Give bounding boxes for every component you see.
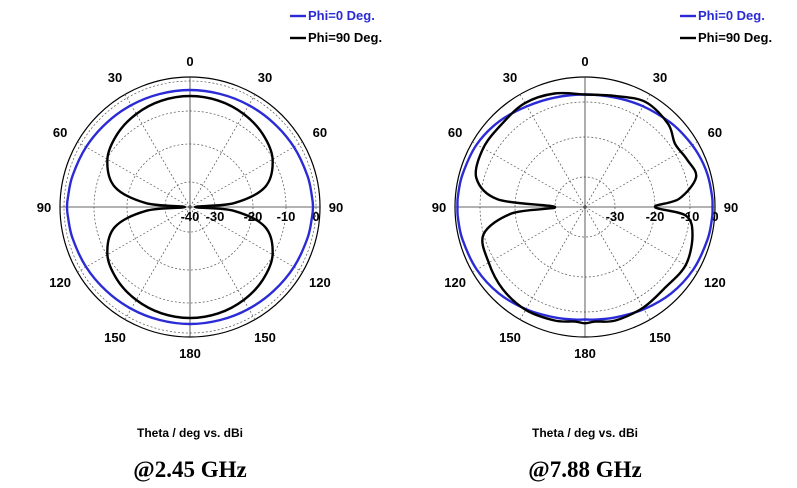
- radial-tick-label: -40: [181, 209, 200, 224]
- angle-tick-label: 120: [704, 275, 726, 290]
- series-phi90-curve: [106, 94, 274, 320]
- grid-spoke: [189, 206, 303, 273]
- frequency-caption: @2.45 GHz: [133, 457, 246, 483]
- angle-tick-label: 60: [53, 125, 67, 140]
- angle-tick-label: 180: [574, 346, 596, 361]
- angle-tick-label: 120: [309, 275, 331, 290]
- angle-tick-label: 90: [432, 200, 446, 215]
- radial-tick-label: -30: [606, 209, 625, 224]
- grid-spoke: [584, 206, 698, 273]
- angle-tick-label: 30: [653, 70, 667, 85]
- grid-spoke: [584, 94, 651, 208]
- radial-tick-label: -30: [206, 209, 225, 224]
- axis-label: Theta / deg vs. dBi: [532, 426, 638, 440]
- angle-tick-label: 30: [503, 70, 517, 85]
- angle-tick-label: 60: [313, 125, 327, 140]
- frequency-caption: @7.88 GHz: [528, 457, 641, 483]
- angle-tick-label: 120: [49, 275, 71, 290]
- angle-tick-label: 120: [444, 275, 466, 290]
- radial-tick-label: 0: [312, 209, 319, 224]
- radial-tick-label: -20: [646, 209, 665, 224]
- angle-tick-label: 150: [104, 330, 126, 345]
- grid-spoke: [519, 94, 586, 208]
- legend-label: Phi=0 Deg.: [698, 8, 765, 23]
- radial-tick-label: 0: [711, 209, 718, 224]
- grid-spoke: [472, 141, 586, 208]
- angle-tick-label: 0: [186, 54, 193, 69]
- legend-label: Phi=0 Deg.: [308, 8, 375, 23]
- legend-label: Phi=90 Deg.: [308, 30, 382, 45]
- angle-tick-label: 150: [649, 330, 671, 345]
- angle-tick-label: 30: [258, 70, 272, 85]
- grid-spoke: [77, 206, 191, 273]
- grid-spoke: [584, 206, 651, 320]
- right-polar-chart: 0 30 60 90 120 150 180 150 120 90 60 30 -30 -20 -10 0 Ph…: [432, 8, 772, 483]
- grid-spoke: [519, 206, 586, 320]
- grid-spoke: [77, 141, 191, 208]
- radial-tick-label: -10: [277, 209, 296, 224]
- grid-spoke: [472, 206, 586, 273]
- radial-tick-label: -10: [681, 209, 700, 224]
- angle-tick-label: 30: [108, 70, 122, 85]
- grid-spoke: [189, 141, 303, 208]
- grid-spoke: [584, 141, 698, 208]
- angle-tick-label: 150: [499, 330, 521, 345]
- series-phi0-curve: [65, 88, 315, 326]
- angle-tick-label: 90: [37, 200, 51, 215]
- axis-label: Theta / deg vs. dBi: [137, 426, 243, 440]
- angle-tick-label: 60: [448, 125, 462, 140]
- series-phi0-curve: [456, 93, 714, 321]
- legend-label: Phi=90 Deg.: [698, 30, 772, 45]
- angle-tick-label: 90: [329, 200, 343, 215]
- series-phi90-curve: [474, 91, 698, 325]
- angle-tick-label: 180: [179, 346, 201, 361]
- angle-tick-label: 90: [724, 200, 738, 215]
- angle-tick-label: 0: [581, 54, 588, 69]
- angle-tick-label: 60: [708, 125, 722, 140]
- angle-tick-label: 150: [254, 330, 276, 345]
